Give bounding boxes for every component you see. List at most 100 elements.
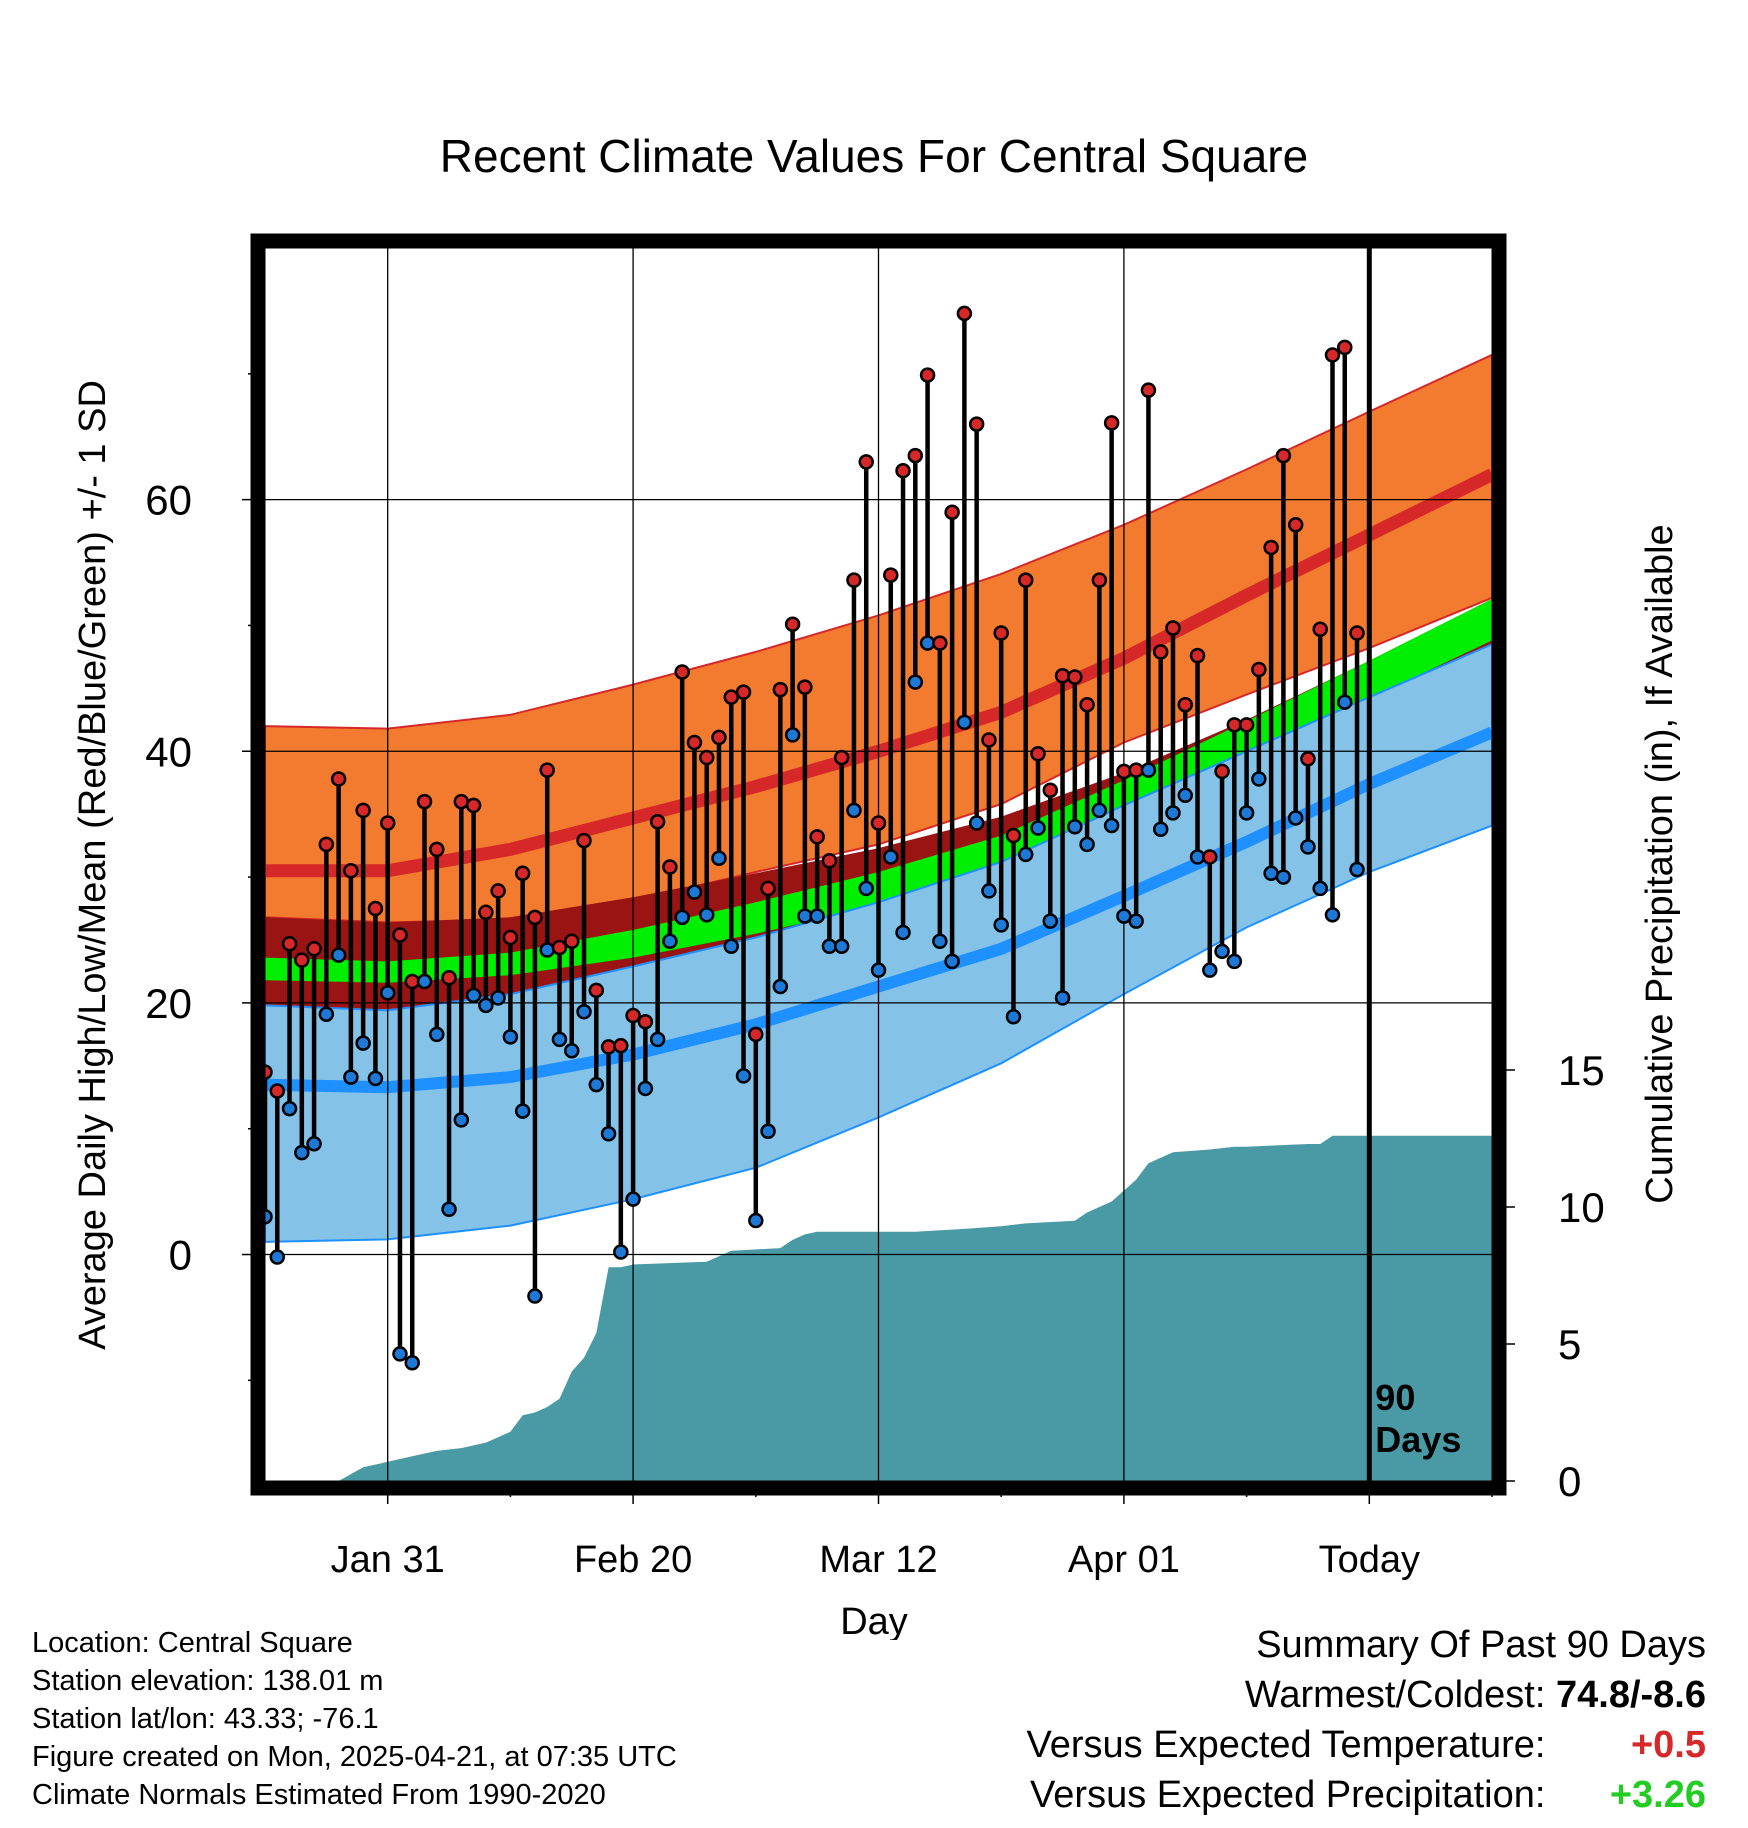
daily-low-point [1287, 810, 1304, 826]
created-text: Figure created on Mon, 2025-04-21, at 07… [32, 1741, 677, 1773]
y2-tick-label: 0 [1558, 1458, 1581, 1505]
daily-low-point [723, 938, 740, 955]
y-tick-label: 0 [169, 1232, 192, 1279]
y2-tick-label: 10 [1558, 1184, 1605, 1231]
daily-high-point [367, 900, 384, 917]
daily-high-point [956, 305, 973, 322]
daily-high-point [1275, 447, 1292, 464]
y-axis-label: Average Daily High/Low/Mean (Red/Blue/Gr… [72, 380, 114, 1350]
daily-low-point [1202, 962, 1218, 978]
daily-low-point [490, 990, 506, 1006]
daily-low-point [1079, 836, 1095, 853]
daily-high-point [1116, 763, 1132, 780]
daily-low-point [1030, 820, 1046, 836]
daily-low-point [1300, 839, 1316, 855]
daily-low-point [993, 917, 1009, 933]
daily-low-point [379, 985, 396, 1001]
daily-low-point [674, 909, 690, 926]
daily-low-point [1103, 817, 1120, 834]
station-info: Location: Central Square Station elevati… [32, 1624, 677, 1814]
daily-high-point [919, 367, 936, 383]
daily-low-point [1165, 805, 1181, 821]
daily-low-point [441, 1201, 457, 1217]
daily-high-point [343, 863, 359, 879]
daily-high-point [1214, 763, 1230, 780]
daily-high-point [465, 797, 482, 814]
today-label: 90 [1375, 1377, 1415, 1418]
daily-low-point [956, 714, 973, 731]
daily-high-point [1287, 517, 1304, 533]
daily-low-point [1017, 846, 1034, 863]
daily-low-point [1005, 1008, 1022, 1025]
x-tick-label: Feb 20 [574, 1539, 692, 1581]
daily-high-point [1017, 572, 1034, 588]
precip-value: +3.26 [1609, 1774, 1706, 1816]
summary-precip-row: Versus Expected Precipitation: +3.26 [1027, 1770, 1706, 1820]
daily-low-point [1312, 880, 1328, 897]
daily-high-point [870, 815, 887, 831]
daily-high-point [698, 749, 715, 766]
daily-high-point [502, 929, 519, 946]
daily-high-point [306, 941, 322, 957]
daily-low-point [883, 849, 899, 865]
daily-high-point [993, 625, 1009, 641]
daily-low-point [748, 1212, 764, 1229]
daily-low-point [343, 1069, 359, 1085]
y2-axis-label: Cumulative Precipitation (in), If Availa… [1639, 524, 1681, 1203]
y-tick-label: 60 [145, 477, 192, 524]
plot-frame [250, 233, 1507, 1496]
x-tick-label: Apr 01 [1068, 1539, 1180, 1581]
daily-high-point [1349, 625, 1365, 641]
daily-low-point [367, 1070, 384, 1087]
daily-low-point [809, 908, 825, 924]
daily-high-point [748, 1026, 764, 1043]
daily-low-point [637, 1080, 654, 1097]
daily-high-point [1238, 717, 1255, 733]
daily-high-point [1263, 539, 1279, 556]
daily-high-point [686, 734, 703, 751]
daily-high-point [613, 1037, 629, 1054]
summary-temp-row: Versus Expected Temperature: +0.5 [1027, 1720, 1706, 1770]
daily-low-point [1275, 869, 1292, 885]
daily-high-point [907, 447, 924, 464]
daily-low-point [306, 1136, 322, 1152]
daily-low-point [1054, 990, 1071, 1006]
daily-high-point [944, 504, 960, 520]
daily-low-point [527, 1288, 543, 1304]
daily-high-point [1030, 746, 1046, 762]
temp-label: Versus Expected Temperature: [1026, 1724, 1546, 1766]
daily-high-point [883, 567, 899, 583]
warmest-value: 74.8/-8.6 [1556, 1674, 1706, 1716]
daily-high-point [318, 836, 335, 853]
daily-high-point [551, 939, 568, 956]
daily-low-point [576, 1003, 592, 1020]
x-axis-label: Day [840, 1601, 908, 1640]
daily-high-point [265, 1064, 273, 1080]
daily-high-point [281, 936, 298, 952]
daily-high-point [1337, 339, 1353, 356]
temp-value: +0.5 [1630, 1724, 1706, 1766]
daily-high-point [1140, 382, 1157, 398]
daily-low-point [932, 933, 948, 949]
daily-high-point [1312, 621, 1328, 637]
daily-high-point [1251, 661, 1267, 678]
daily-high-point [784, 616, 801, 632]
daily-low-point [392, 1346, 408, 1362]
summary-panel: Summary Of Past 90 Days Warmest/Coldest:… [1027, 1620, 1706, 1820]
daily-low-point [465, 987, 482, 1004]
daily-low-point [429, 1026, 445, 1043]
daily-low-point [1140, 762, 1157, 778]
daily-low-point [686, 884, 703, 900]
daily-low-point [281, 1100, 298, 1117]
daily-high-point [514, 865, 531, 882]
daily-low-point [564, 1042, 580, 1059]
daily-high-point [797, 679, 813, 695]
daily-low-point [1226, 953, 1243, 970]
daily-high-point [821, 852, 838, 869]
daily-low-point [735, 1068, 752, 1084]
daily-low-point [551, 1031, 568, 1048]
daily-low-point [1042, 913, 1059, 929]
daily-high-point [649, 813, 666, 830]
y2-tick-label: 15 [1558, 1047, 1605, 1094]
chart-title: Recent Climate Values For Central Square [440, 130, 1308, 182]
